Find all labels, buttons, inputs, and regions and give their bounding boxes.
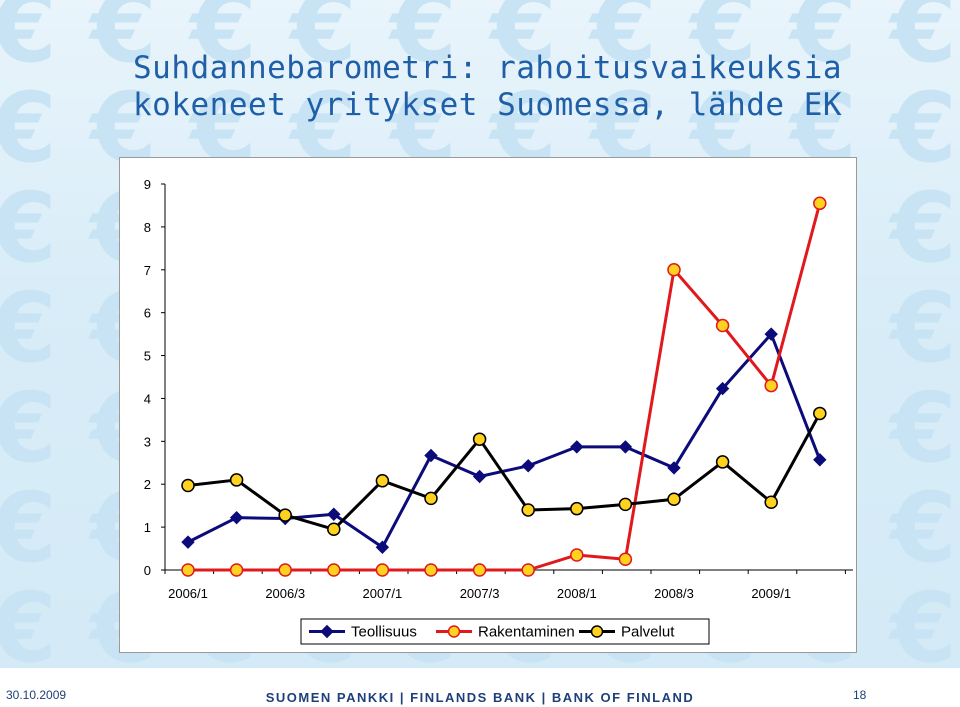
data-point-palvelut: [813, 406, 827, 421]
legend-label-teollisuus: Teollisuus: [351, 624, 417, 641]
data-point-teollisuus: [375, 540, 390, 554]
data-point-palvelut: [764, 495, 778, 509]
data-point-teollisuus: [764, 327, 778, 341]
data-point-rakentaminen: [424, 563, 438, 577]
legend-marker-teollisuus: [320, 624, 334, 639]
euro-icon: €: [0, 0, 57, 84]
legend-box: [300, 618, 710, 645]
data-point-palvelut: [521, 503, 535, 517]
data-point-teollisuus: [667, 461, 681, 475]
data-point-rakentaminen: [181, 563, 195, 577]
data-point-teollisuus: [570, 440, 584, 454]
data-point-palvelut: [375, 474, 390, 488]
data-point-rakentaminen: [667, 263, 681, 277]
data-point-palvelut: [715, 455, 730, 469]
x-tick-label: 2009/1: [751, 586, 791, 601]
data-point-teollisuus: [521, 459, 535, 473]
data-point-palvelut: [424, 491, 438, 506]
data-point-rakentaminen: [764, 378, 778, 393]
data-point-palvelut: [472, 432, 487, 446]
euro-icon: €: [890, 372, 957, 484]
y-tick-label: 4: [144, 391, 151, 406]
chart-area: 0 1 2 3 4 5 6 7 8 9 2006/1 2006/3 2007/1 2007/3 2008/1…: [119, 157, 857, 653]
legend-marker-rakentaminen: [447, 625, 461, 638]
euro-icon: €: [0, 272, 57, 384]
y-tick-label: 5: [144, 349, 151, 364]
data-point-palvelut: [618, 497, 633, 512]
data-point-palvelut: [570, 501, 584, 516]
euro-icon: €: [890, 172, 957, 284]
data-point-rakentaminen: [375, 563, 390, 577]
y-tick-label: 2: [144, 477, 151, 492]
legend-label-rakentaminen: Rakentaminen: [478, 624, 575, 641]
data-point-palvelut: [278, 508, 292, 522]
data-point-rakentaminen: [521, 563, 535, 577]
x-tick-label: 2006/3: [265, 586, 305, 601]
footer-date: 30.10.2009: [6, 688, 67, 702]
data-point-teollisuus: [327, 507, 341, 521]
euro-icon: €: [890, 272, 957, 384]
x-tick-label: 2008/1: [557, 586, 597, 601]
y-tick-label: 8: [144, 220, 151, 235]
euro-icon: €: [0, 172, 57, 284]
data-point-teollisuus: [618, 440, 633, 454]
x-tick-label: 2008/3: [654, 586, 694, 601]
euro-icon: €: [0, 472, 57, 584]
slide-title-line-2: kokeneet yritykset Suomessa, lähde EK: [133, 87, 843, 123]
data-point-teollisuus: [813, 453, 827, 467]
data-point-rakentaminen: [229, 563, 244, 577]
data-point-palvelut: [181, 478, 195, 493]
euro-icon: €: [0, 372, 57, 484]
data-point-rakentaminen: [570, 548, 584, 562]
data-point-teollisuus: [181, 535, 195, 549]
x-tick-label: 2007/1: [363, 586, 403, 601]
euro-icon: €: [890, 572, 957, 668]
slide-title: Suhdannebarometri: rahoitusvaikeuksia ko…: [133, 50, 913, 124]
data-point-teollisuus: [472, 469, 487, 484]
euro-icon: €: [0, 72, 57, 184]
data-point-palvelut: [327, 522, 341, 537]
data-point-rakentaminen: [618, 552, 633, 567]
data-point-rakentaminen: [278, 563, 292, 577]
footer-brand: SUOMEN PANKKI | FINLANDS BANK | BANK OF …: [265, 690, 695, 705]
data-point-rakentaminen: [472, 563, 487, 577]
euro-icon: €: [890, 472, 957, 584]
y-tick-label: 3: [144, 434, 151, 449]
slide-title-line-1: Suhdannebarometri: rahoitusvaikeuksia: [133, 50, 843, 86]
y-tick-label: 0: [144, 563, 151, 578]
legend-label-palvelut: Palvelut: [621, 624, 675, 641]
x-tick-label: 2006/1: [168, 586, 208, 601]
y-tick-label: 6: [144, 306, 151, 321]
legend-marker-palvelut: [590, 625, 604, 638]
data-point-palvelut: [667, 492, 681, 506]
series-line-rakentaminen: [188, 202, 822, 572]
x-tick-label: 2007/3: [460, 586, 500, 601]
y-tick-label: 7: [144, 263, 151, 278]
line-chart: 0 1 2 3 4 5 6 7 8 9 2006/1 2006/3 2007/1 2007/3 2008/1…: [144, 177, 853, 645]
data-point-teollisuus: [715, 381, 730, 396]
data-point-rakentaminen: [813, 196, 827, 211]
data-point-rakentaminen: [327, 563, 341, 577]
data-point-teollisuus: [229, 510, 244, 525]
data-point-rakentaminen: [715, 318, 730, 333]
euro-icon: €: [0, 572, 57, 668]
y-tick-label: 9: [144, 177, 151, 192]
data-point-palvelut: [229, 473, 244, 487]
series-line-palvelut: [187, 412, 822, 531]
footer-bar: 30.10.2009 SUOMEN PANKKI | FINLANDS BANK…: [0, 668, 960, 707]
data-point-teollisuus: [424, 448, 438, 463]
y-tick-label: 1: [144, 520, 151, 535]
page-number: 18: [853, 688, 867, 702]
